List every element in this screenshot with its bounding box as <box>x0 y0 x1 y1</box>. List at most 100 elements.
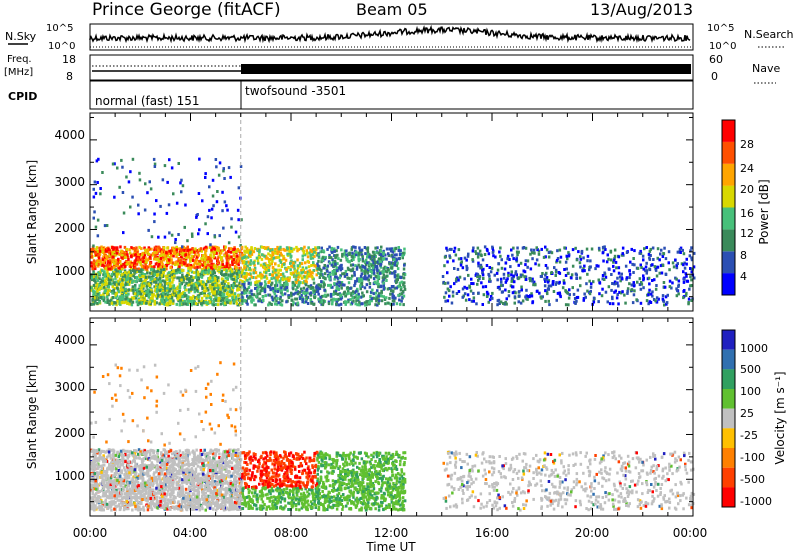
power-cell <box>202 289 206 293</box>
power-cell <box>198 157 201 161</box>
power-cell <box>124 271 127 275</box>
power-cell <box>250 292 254 296</box>
power-cell <box>337 284 341 288</box>
power-cell <box>544 245 547 249</box>
noise-right-tick-bottom: 10^0 <box>709 41 736 52</box>
power-cell <box>443 264 446 268</box>
power-cell <box>584 295 587 299</box>
power-cell <box>178 279 181 283</box>
power-cell <box>188 280 191 284</box>
power-cell <box>380 290 383 293</box>
power-cell <box>165 303 168 307</box>
power-cell <box>456 267 460 271</box>
power-cell <box>648 268 652 272</box>
power-cell <box>221 287 225 291</box>
power-cell <box>130 303 134 307</box>
power-cell <box>219 290 222 294</box>
power-cell <box>488 266 491 269</box>
power-cell <box>267 269 271 272</box>
power-cell <box>252 268 256 272</box>
power-cell <box>177 291 180 295</box>
power-cell <box>614 260 618 264</box>
power-cell <box>336 286 339 290</box>
power-cell <box>242 291 246 295</box>
power-cell <box>341 272 344 276</box>
power-cell <box>114 274 117 278</box>
power-cell <box>621 252 624 256</box>
power-cell <box>198 283 201 287</box>
power-cell <box>217 286 220 290</box>
power-cell <box>395 281 398 285</box>
power-cell <box>516 246 519 250</box>
power-cell <box>603 271 606 275</box>
power-cell <box>243 264 246 268</box>
power-cell <box>211 194 215 198</box>
power-cell <box>96 249 100 253</box>
power-cell <box>368 298 372 302</box>
power-cell <box>267 281 270 284</box>
power-cell <box>148 255 152 259</box>
power-cell <box>658 271 661 275</box>
power-cell <box>145 294 148 297</box>
power-cell <box>528 295 531 299</box>
power-cell <box>122 262 125 266</box>
power-cell <box>279 295 282 299</box>
power-cell <box>455 292 459 295</box>
power-cell <box>271 288 275 292</box>
power-cb-tick-16: 16 <box>740 207 754 220</box>
power-cell <box>210 248 213 252</box>
power-cell <box>120 264 123 268</box>
power-cell <box>367 301 371 305</box>
power-cell <box>190 298 194 302</box>
power-cell <box>102 273 105 277</box>
power-cell <box>280 303 284 307</box>
power-cell <box>165 298 168 302</box>
velocity-cell <box>236 472 239 476</box>
power-cell <box>177 259 180 263</box>
power-cell <box>343 290 347 294</box>
power-cell <box>555 281 558 285</box>
power-cell <box>194 283 197 287</box>
power-cell <box>125 262 128 266</box>
power-cell <box>218 161 222 165</box>
power-cell <box>383 298 387 301</box>
power-cell <box>499 277 503 281</box>
power-cell <box>683 266 687 270</box>
power-cell <box>377 275 381 279</box>
power-cell <box>351 251 354 255</box>
power-cell <box>208 245 212 249</box>
power-cell <box>174 261 177 265</box>
velocity-cell <box>195 448 198 452</box>
power-cell <box>148 302 151 306</box>
power-cell <box>677 279 681 283</box>
power-cell <box>231 263 234 266</box>
power-cell <box>180 276 183 280</box>
power-cell <box>247 296 250 300</box>
noise-right-label: N.Search <box>744 28 794 41</box>
power-cell <box>127 272 131 276</box>
power-cell <box>203 286 207 290</box>
power-cell <box>268 259 271 263</box>
power-cell <box>306 255 310 259</box>
power-cell <box>147 295 151 299</box>
power-cell <box>393 263 396 267</box>
power-cell <box>301 281 305 285</box>
power-cell <box>323 264 326 267</box>
power-cell <box>144 263 147 267</box>
power-cell <box>201 263 205 267</box>
power-cell <box>113 286 116 290</box>
power-cell <box>94 251 97 255</box>
power-cell <box>147 228 150 232</box>
power-cell <box>454 279 458 283</box>
power-colorbar: 28 24 20 16 12 8 4 Power [dB] <box>721 119 771 296</box>
power-cell <box>307 270 310 274</box>
power-cell <box>611 297 614 301</box>
power-cell <box>285 268 288 271</box>
power-cell <box>142 301 146 305</box>
power-cell <box>91 289 95 293</box>
power-cell <box>141 281 144 285</box>
power-cell <box>118 280 121 284</box>
power-cell <box>295 272 299 276</box>
power-cell <box>360 253 364 257</box>
power-cell <box>368 282 372 285</box>
